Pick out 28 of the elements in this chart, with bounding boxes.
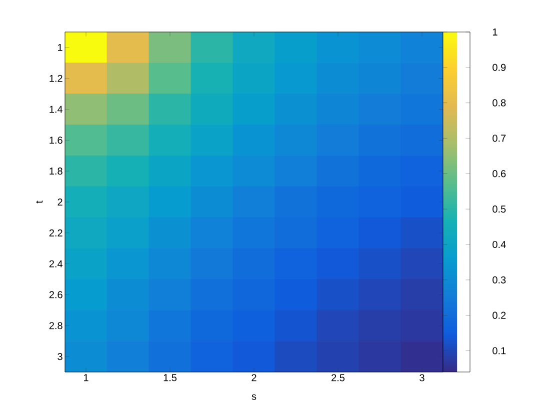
x-tick-label: 2 — [252, 374, 256, 382]
color-bar-label: 0.2 — [492, 312, 506, 319]
y-tick-label: 1.8 — [50, 168, 62, 175]
x-axis-title: s — [252, 394, 256, 400]
color-bar-label: 0.6 — [492, 170, 506, 178]
y-tick-label: 2.2 — [49, 229, 62, 236]
y-tick-label: 2.4 — [49, 260, 63, 268]
y-tick-label: 1.2 — [50, 74, 62, 82]
y-tick-label: 1.4 — [50, 106, 63, 113]
color-bar-label: 0.4 — [492, 240, 506, 248]
color-bar-label: 0.7 — [492, 134, 506, 142]
x-tick-label: 1 — [84, 374, 88, 382]
color-bar-label: 0.1 — [492, 347, 506, 354]
color-bar-label: 1 — [492, 28, 498, 36]
y-tick-label: 1.6 — [50, 136, 62, 144]
y-tick-label: 3 — [58, 353, 62, 360]
color-bar-label: 0.5 — [492, 206, 506, 213]
x-tick-label: 2.5 — [332, 374, 345, 382]
y-axis-title: t — [36, 200, 43, 204]
y-tick-label: 1 — [58, 44, 62, 51]
y-tick-label: 2 — [58, 198, 62, 206]
x-tick-label: 3 — [420, 374, 424, 382]
color-bar-label: 0.9 — [492, 64, 506, 71]
x-tick-label: 1.5 — [164, 374, 177, 382]
color-bar-label: 0.8 — [492, 99, 506, 106]
y-tick-label: 2.8 — [49, 322, 62, 330]
color-bar-label: 0.3 — [492, 276, 506, 284]
y-tick-label: 2.6 — [49, 291, 62, 298]
